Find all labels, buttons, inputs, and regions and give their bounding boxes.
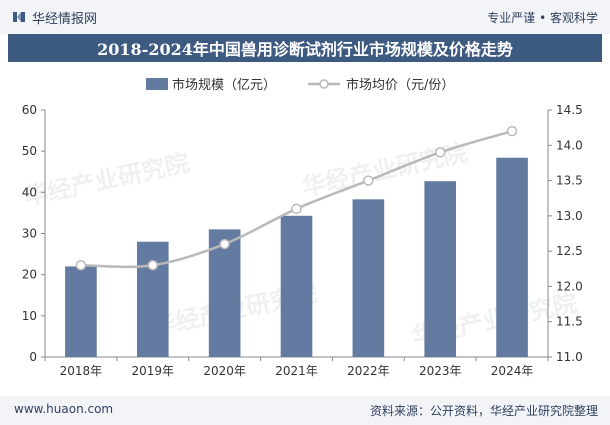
bar — [496, 157, 528, 357]
bar — [352, 199, 385, 357]
bar — [280, 215, 313, 357]
brand: 华经情报网 — [12, 8, 98, 27]
brand-name: 华经情报网 — [32, 11, 98, 27]
y-right-tick-label: 12.0 — [556, 279, 583, 293]
y-left-tick-label: 60 — [22, 103, 37, 117]
x-tick-label: 2022年 — [347, 364, 390, 378]
legend-bar-label: 市场规模（亿元） — [172, 77, 276, 93]
x-tick-label: 2023年 — [419, 364, 462, 378]
footer-website[interactable]: www.huaon.com — [14, 402, 114, 416]
y-left-tick-label: 10 — [22, 309, 37, 323]
y-left-tick-label: 20 — [22, 268, 37, 282]
x-tick-label: 2018年 — [60, 364, 103, 378]
footer: www.huaon.com 资料来源：公开资料，华经产业研究院整理 — [0, 396, 610, 425]
y-right-tick-label: 13.5 — [556, 174, 583, 188]
price-point — [363, 175, 374, 186]
brand-logo-icon — [13, 12, 25, 22]
chart-title: 2018-2024年中国兽用诊断试剂行业市场规模及价格走势 — [8, 34, 602, 62]
price-point — [291, 203, 302, 215]
bar — [424, 181, 457, 357]
bar — [65, 266, 97, 357]
y-right-tick-label: 13.0 — [556, 209, 583, 223]
chart: 市场规模（亿元） 市场均价（元/份） 0 10 20 30 40 50 60 11.0 11.5 12… — [22, 77, 583, 378]
y-right-tick-label: 11.5 — [556, 315, 583, 329]
y-right-tick-label: 14.5 — [556, 103, 583, 117]
x-tick-label: 2024年 — [491, 364, 534, 378]
legend-line-label: 市场均价（元/份） — [346, 77, 454, 93]
price-point — [434, 147, 446, 158]
x-tick-label: 2019年 — [132, 364, 175, 378]
tagline: 专业严谨 • 客观科学 — [487, 11, 598, 25]
price-point — [506, 125, 518, 137]
y-right-tick-label: 11.0 — [556, 350, 583, 364]
legend-line-marker — [319, 79, 329, 89]
y-left-tick-label: 30 — [22, 227, 37, 241]
x-tick-label: 2020年 — [203, 364, 246, 378]
y-right-tick-label: 12.5 — [556, 244, 583, 258]
top-bar: 华经情报网 专业严谨 • 客观科学 — [0, 0, 610, 34]
x-tick-label: 2021年 — [275, 364, 318, 378]
y-right-tick-label: 14.0 — [556, 138, 583, 152]
y-left-tick-label: 0 — [29, 350, 37, 364]
price-point — [219, 238, 230, 250]
price-point — [75, 260, 87, 271]
legend-bar-swatch — [146, 78, 168, 90]
y-left-tick-label: 50 — [22, 144, 37, 158]
bar — [208, 229, 241, 357]
price-point — [147, 260, 159, 271]
bar — [136, 241, 169, 357]
y-left-tick-label: 40 — [22, 185, 37, 199]
footer-source: 资料来源：公开资料，华经产业研究院整理 — [369, 404, 598, 418]
